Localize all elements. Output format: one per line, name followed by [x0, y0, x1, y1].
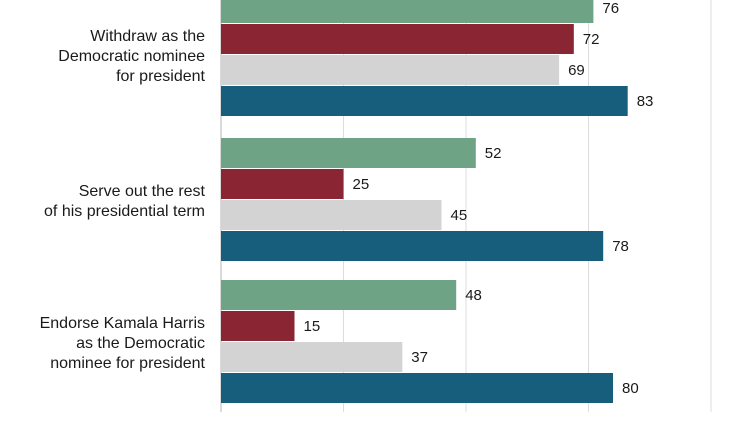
bar [221, 280, 457, 310]
bar [221, 24, 574, 54]
bar-value-label: 52 [485, 145, 502, 162]
bar [221, 55, 560, 85]
bar [221, 342, 403, 372]
bar [221, 86, 628, 116]
category-label: Serve out the rest of his presidential te… [44, 183, 206, 220]
bar [221, 373, 613, 403]
bar-value-label: 83 [637, 93, 654, 110]
bar-value-label: 72 [583, 31, 600, 48]
bar-value-label: 15 [304, 318, 321, 335]
bar-value-label: 45 [451, 207, 468, 224]
bar-value-label: 69 [568, 62, 585, 79]
bar [221, 200, 442, 230]
category-labels: Withdraw as the Democratic nominee for pre… [40, 28, 206, 372]
category-label: Endorse Kamala Harris as the Democratic no… [40, 315, 206, 372]
bar-value-label: 80 [622, 380, 639, 397]
bar-value-label: 78 [612, 238, 629, 255]
bar-value-label: 37 [411, 349, 428, 366]
bar [221, 0, 594, 23]
bar [221, 169, 344, 199]
bar [221, 231, 604, 261]
bar-value-label: 25 [353, 176, 370, 193]
bar-value-label: 48 [465, 287, 482, 304]
bar [221, 138, 476, 168]
category-label: Withdraw as the Democratic nominee for pre… [58, 28, 205, 85]
bar [221, 311, 295, 341]
bar-value-label: 76 [602, 0, 619, 17]
